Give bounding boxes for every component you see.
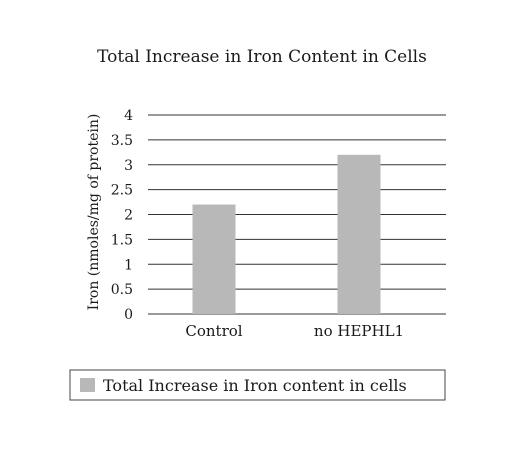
y-tick-label: 3 <box>124 158 133 174</box>
y-tick-label: 2.5 <box>111 183 133 199</box>
chart-title: Total Increase in Iron Content in Cells <box>97 47 427 67</box>
x-tick-label: Control <box>185 322 242 340</box>
y-tick-labels: 0 0.5 1 1.5 2 2.5 3 3.5 4 <box>111 108 133 323</box>
y-tick-label: 3.5 <box>111 133 133 149</box>
y-tick-label: 2 <box>124 208 133 224</box>
y-tick-label: 1 <box>124 257 133 273</box>
bars <box>192 154 381 314</box>
bar-control <box>192 204 236 314</box>
y-axis-label: Iron (nmoles/mg of protein) <box>86 114 102 311</box>
y-tick-label: 0.5 <box>111 282 133 298</box>
legend-swatch <box>80 378 95 392</box>
x-tick-label: no HEPHL1 <box>314 322 404 340</box>
legend: Total Increase in Iron content in cells <box>69 369 446 401</box>
x-tick-labels: Control no HEPHL1 <box>185 322 404 340</box>
bar-no-hephl1 <box>337 154 381 314</box>
legend-box <box>69 369 446 401</box>
y-tick-label: 1.5 <box>111 232 133 248</box>
y-tick-label: 4 <box>124 108 133 124</box>
legend-label: Total Increase in Iron content in cells <box>103 376 407 395</box>
y-tick-label: 0 <box>124 307 133 323</box>
